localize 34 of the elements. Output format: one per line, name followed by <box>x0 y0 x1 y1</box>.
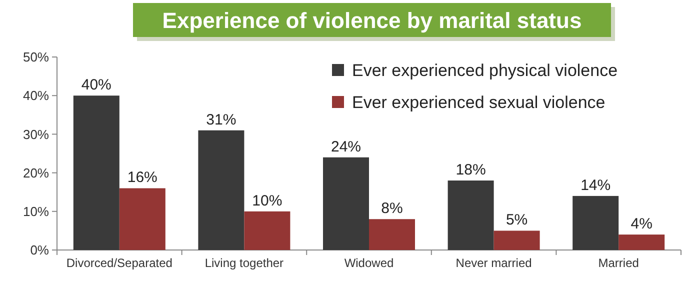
y-tick-label: 30% <box>22 126 50 142</box>
y-tick-label: 0% <box>30 242 50 258</box>
bar <box>73 96 120 250</box>
x-tick-label: Never married <box>456 256 532 270</box>
x-tick-label: Divorced/Separated <box>66 256 172 270</box>
data-label: 8% <box>381 200 403 218</box>
data-label: 40% <box>81 76 112 94</box>
data-label: 5% <box>506 212 528 229</box>
data-label: 16% <box>127 169 158 186</box>
data-label: 4% <box>630 216 652 233</box>
data-label: 14% <box>580 176 611 194</box>
bar <box>323 157 369 250</box>
bar <box>494 230 540 250</box>
bar <box>244 211 290 250</box>
x-tick-label: Married <box>598 256 639 270</box>
y-tick-label: 20% <box>22 165 50 180</box>
y-tick-label: 50% <box>22 50 50 65</box>
x-tick-label: Living together <box>204 256 284 270</box>
data-label: 18% <box>456 162 486 179</box>
bar <box>369 219 415 250</box>
bar <box>618 234 665 250</box>
bar <box>119 188 166 250</box>
chart-title: Experience of violence by marital status <box>162 8 582 33</box>
bar <box>198 130 244 250</box>
y-tick-label: 40% <box>22 88 50 104</box>
data-label: 10% <box>252 192 282 210</box>
legend-label: Ever experienced physical violence <box>352 60 618 80</box>
x-tick-label: Widowed <box>344 256 394 270</box>
y-tick-label: 10% <box>22 204 50 219</box>
data-label: 31% <box>206 111 236 128</box>
bar <box>448 180 494 250</box>
legend-label: Ever experienced sexual violence <box>352 92 606 112</box>
data-label: 24% <box>330 138 362 156</box>
bar <box>572 196 619 250</box>
